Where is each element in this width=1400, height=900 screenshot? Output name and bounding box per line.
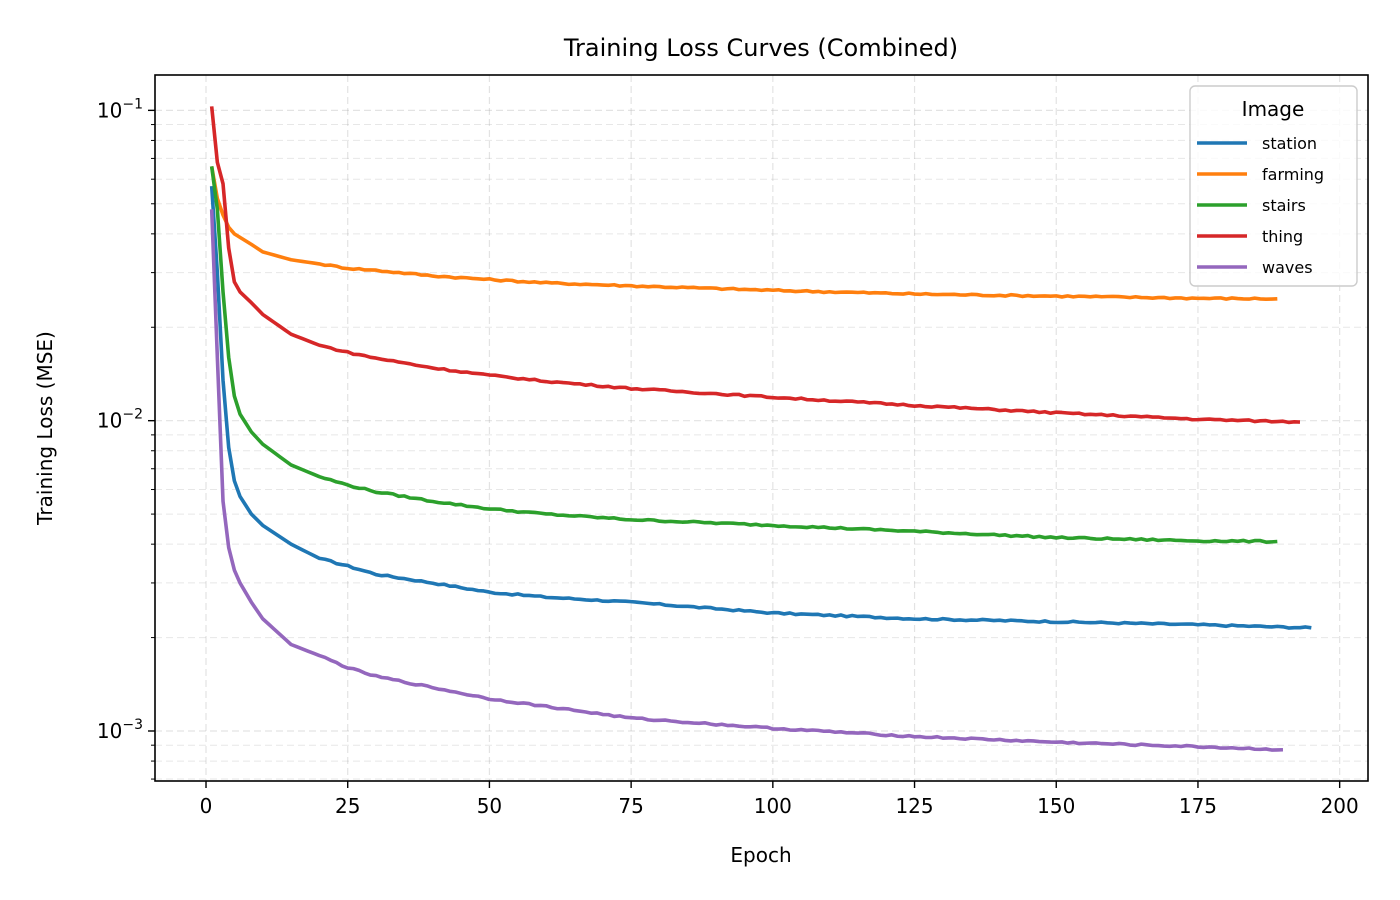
grid — [155, 75, 1368, 781]
x-tick-label: 50 — [477, 794, 502, 818]
series-lines — [209, 106, 1312, 752]
x-tick-label: 0 — [200, 794, 213, 818]
legend-label: stairs — [1262, 196, 1306, 215]
y-axis-label: Training Loss (MSE) — [33, 331, 57, 526]
legend-item-farming: farming — [1197, 165, 1324, 184]
legend-title: Image — [1242, 97, 1305, 121]
legend-label: farming — [1262, 165, 1324, 184]
x-tick-label: 100 — [754, 794, 792, 818]
chart-title: Training Loss Curves (Combined) — [563, 34, 958, 62]
legend-item-station: station — [1197, 134, 1317, 153]
x-axis-ticks: 0 25 50 75 100 125 150 175 200 — [200, 781, 1359, 818]
y-tick-exponent: −2 — [122, 407, 143, 423]
x-tick-label: 150 — [1037, 794, 1075, 818]
series-line-waves — [209, 209, 1284, 752]
legend-label: station — [1262, 134, 1317, 153]
y-tick-base: 10 — [97, 409, 122, 433]
legend-item-thing: thing — [1197, 227, 1303, 246]
y-axis-ticks: 10−310−210−1 — [97, 96, 155, 780]
legend-item-waves: waves — [1197, 258, 1313, 277]
series-line-thing — [209, 106, 1301, 425]
x-tick-label: 200 — [1321, 794, 1359, 818]
plot-area-frame — [154, 74, 1369, 782]
series-line-farming — [209, 166, 1278, 301]
y-tick-label: 10−2 — [97, 407, 143, 433]
y-tick-label: 10−1 — [97, 96, 143, 122]
series-line-stairs — [209, 166, 1278, 544]
legend-item-stairs: stairs — [1197, 196, 1306, 215]
legend-label: waves — [1262, 258, 1313, 277]
x-tick-label: 75 — [618, 794, 643, 818]
x-tick-label: 25 — [335, 794, 360, 818]
x-axis-label: Epoch — [730, 843, 791, 867]
series-line-station — [209, 185, 1312, 630]
y-tick-base: 10 — [97, 719, 122, 743]
legend-label: thing — [1262, 227, 1303, 246]
legend-items: station farming stairs thing waves — [1197, 134, 1324, 277]
x-tick-label: 175 — [1179, 794, 1217, 818]
y-tick-exponent: −3 — [122, 717, 143, 733]
x-tick-label: 125 — [895, 794, 933, 818]
y-tick-exponent: −1 — [122, 96, 143, 112]
y-tick-base: 10 — [97, 98, 122, 122]
legend: Image station farming stairs thing waves — [1189, 85, 1358, 287]
y-tick-label: 10−3 — [97, 717, 143, 743]
